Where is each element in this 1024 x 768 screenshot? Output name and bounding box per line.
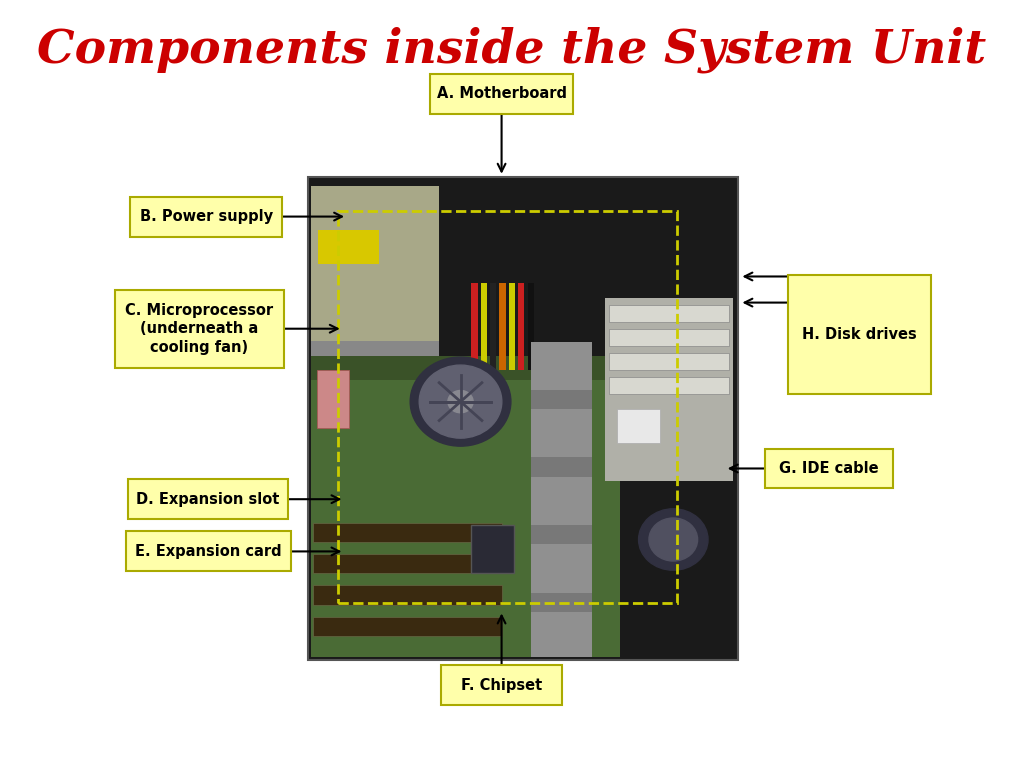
FancyBboxPatch shape [430,74,573,114]
FancyBboxPatch shape [316,370,349,429]
FancyBboxPatch shape [765,449,893,488]
FancyBboxPatch shape [313,522,503,542]
Circle shape [639,508,708,570]
FancyBboxPatch shape [609,305,729,322]
FancyBboxPatch shape [617,409,660,442]
Circle shape [649,518,697,561]
FancyBboxPatch shape [604,297,733,482]
FancyBboxPatch shape [440,665,562,705]
Text: B. Power supply: B. Power supply [140,209,273,224]
FancyBboxPatch shape [115,290,284,368]
FancyBboxPatch shape [787,275,931,394]
Circle shape [419,365,502,439]
FancyBboxPatch shape [471,525,514,574]
Text: G. IDE cable: G. IDE cable [779,461,879,476]
FancyBboxPatch shape [126,531,291,571]
FancyBboxPatch shape [310,356,620,380]
FancyBboxPatch shape [509,283,515,370]
FancyBboxPatch shape [527,283,534,370]
FancyBboxPatch shape [609,353,729,370]
Circle shape [411,357,511,446]
FancyBboxPatch shape [310,356,620,657]
Text: H. Disk drives: H. Disk drives [802,326,916,342]
FancyBboxPatch shape [609,377,729,395]
FancyBboxPatch shape [531,525,592,545]
Bar [338,211,677,603]
FancyBboxPatch shape [128,479,289,519]
Text: C. Microprocessor
(underneath a
cooling fan): C. Microprocessor (underneath a cooling … [125,303,273,355]
FancyBboxPatch shape [490,283,497,370]
FancyBboxPatch shape [313,617,503,636]
FancyBboxPatch shape [531,343,592,657]
Text: A. Motherboard: A. Motherboard [436,86,566,101]
FancyBboxPatch shape [531,457,592,477]
FancyBboxPatch shape [308,177,737,660]
Circle shape [447,390,473,412]
FancyBboxPatch shape [500,283,506,370]
Text: F. Chipset: F. Chipset [461,677,542,693]
Text: Components inside the System Unit: Components inside the System Unit [37,27,987,73]
FancyBboxPatch shape [310,341,439,360]
FancyBboxPatch shape [518,283,524,370]
FancyBboxPatch shape [130,197,283,237]
FancyBboxPatch shape [531,389,592,409]
FancyBboxPatch shape [609,329,729,346]
FancyBboxPatch shape [313,554,503,574]
Text: E. Expansion card: E. Expansion card [135,544,282,559]
FancyBboxPatch shape [313,585,503,605]
FancyBboxPatch shape [480,283,486,370]
FancyBboxPatch shape [471,283,477,370]
Text: D. Expansion slot: D. Expansion slot [136,492,280,507]
FancyBboxPatch shape [318,230,379,263]
FancyBboxPatch shape [531,593,592,612]
FancyBboxPatch shape [310,187,439,360]
